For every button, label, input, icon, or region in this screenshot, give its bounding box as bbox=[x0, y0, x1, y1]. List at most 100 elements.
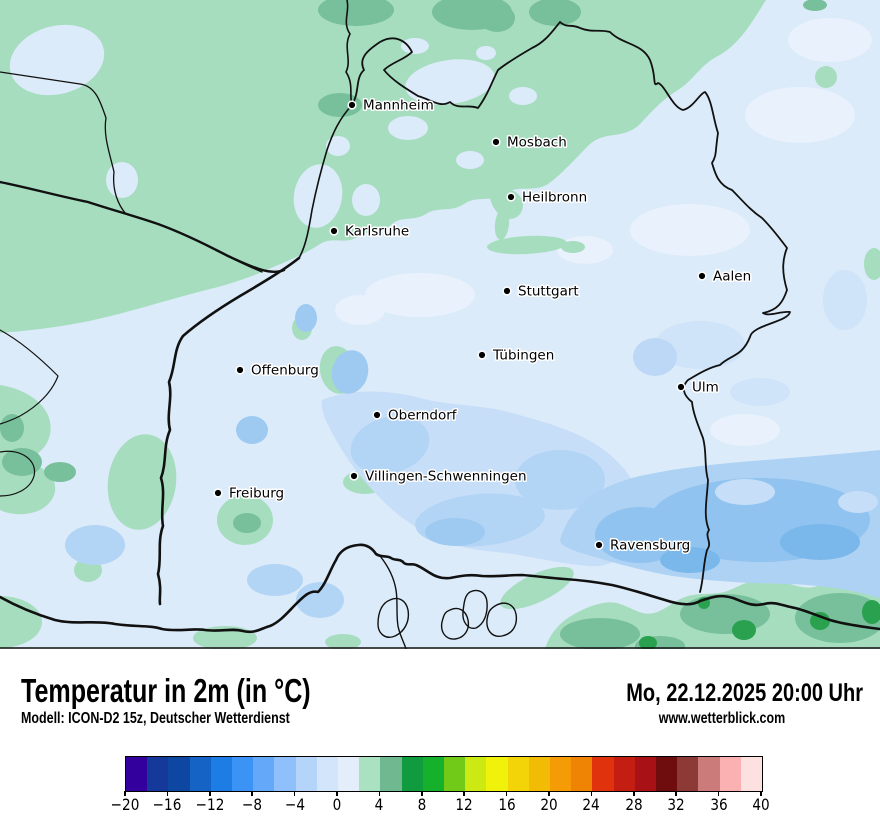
colorbar-segment bbox=[316, 757, 339, 791]
city-marker-t-bingen: Tübingen bbox=[477, 346, 556, 365]
city-marker-ulm: Ulm bbox=[676, 378, 720, 397]
colorbar-tick-label: 8 bbox=[417, 795, 427, 814]
city-dot bbox=[677, 383, 685, 391]
border-farleft-a bbox=[0, 329, 59, 425]
city-label: Mosbach bbox=[507, 135, 567, 151]
colorbar-tick-label: 40 bbox=[752, 795, 770, 814]
colorbar-segment bbox=[444, 757, 466, 791]
colorbar-tick-label: −4 bbox=[284, 795, 305, 814]
colorbar-segment bbox=[380, 757, 402, 791]
colorbar-segment bbox=[677, 757, 699, 791]
city-label: Heilbronn bbox=[522, 190, 587, 206]
colorbar-tick-label: −12 bbox=[195, 795, 225, 814]
map-borders bbox=[0, 0, 880, 649]
colorbar-segment bbox=[422, 757, 445, 791]
colorbar-segment bbox=[465, 757, 487, 791]
colorbar-tick-label: 24 bbox=[582, 795, 601, 814]
city-dot bbox=[350, 472, 358, 480]
city-marker-villingen-schwenningen: Villingen-Schwenningen bbox=[349, 467, 528, 486]
green-region-north bbox=[0, 0, 766, 333]
colorbar-tick-label: 12 bbox=[455, 795, 473, 814]
colorbar-segment bbox=[126, 757, 148, 791]
colorbar-segment bbox=[698, 757, 720, 791]
colorbar-tick bbox=[166, 791, 169, 796]
colorbar-tick bbox=[336, 791, 338, 796]
colorbar-tick bbox=[251, 791, 253, 796]
model-info: Modell: ICON-D2 15z, Deutscher Wetterdie… bbox=[21, 710, 290, 727]
green-region-pockets bbox=[9, 24, 537, 228]
colorbar-segment bbox=[274, 757, 296, 791]
colorbar-segment bbox=[740, 757, 763, 791]
colorbar-segment bbox=[210, 757, 233, 791]
colorbar-tick-label: 28 bbox=[625, 795, 643, 814]
map-lightblue-smudges bbox=[655, 270, 867, 406]
map-blue-patch-ne bbox=[633, 338, 677, 376]
green-alps-bright bbox=[639, 577, 880, 649]
city-dot bbox=[348, 101, 356, 109]
colorbar-segment bbox=[656, 757, 678, 791]
border-farleft-b bbox=[0, 450, 36, 497]
colorbar-segment bbox=[338, 757, 360, 791]
page-title: Temperatur in 2m (in °C) bbox=[21, 672, 311, 709]
colorbar-segment bbox=[507, 757, 529, 791]
city-label: Villingen-Schwenningen bbox=[365, 469, 527, 485]
city-label: Karlsruhe bbox=[345, 224, 409, 240]
colorbar-tick bbox=[463, 791, 465, 796]
city-dot bbox=[214, 489, 222, 497]
colorbar-tick-label: 36 bbox=[709, 795, 728, 814]
border-rhine-south bbox=[156, 256, 301, 606]
colorbar-segment bbox=[232, 757, 254, 791]
city-dot bbox=[236, 366, 244, 374]
city-dot bbox=[503, 287, 511, 295]
colorbar-tick bbox=[548, 791, 550, 796]
colorbar-segment bbox=[719, 757, 741, 791]
city-dot bbox=[478, 351, 486, 359]
colorbar-segment bbox=[613, 757, 635, 791]
colorbar-segment bbox=[168, 757, 190, 791]
colorbar-segment bbox=[359, 757, 381, 791]
colorbar-segment bbox=[634, 757, 657, 791]
forecast-datetime: Mo, 22.12.2025 20:00 Uhr bbox=[626, 679, 863, 707]
colorbar-tick bbox=[209, 791, 211, 796]
city-label: Ravensburg bbox=[610, 538, 690, 554]
city-marker-karlsruhe: Karlsruhe bbox=[329, 222, 411, 241]
colorbar-segment bbox=[401, 757, 423, 791]
weather-map: Mannheim Mosbach Heilbronn Karlsruhe Stuttga… bbox=[0, 0, 880, 649]
colorbar-tick bbox=[633, 791, 635, 796]
blue-region-center-deepest bbox=[236, 304, 485, 546]
colorbar-tick bbox=[124, 791, 126, 796]
colorbar-tick bbox=[675, 791, 677, 796]
city-label: Mannheim bbox=[363, 98, 434, 114]
colorbar-tick bbox=[293, 791, 296, 796]
colorbar-tick-label: −16 bbox=[153, 795, 182, 814]
city-marker-freiburg: Freiburg bbox=[213, 484, 286, 503]
blue-bodensee-deepest bbox=[660, 524, 860, 573]
colorbar-segment bbox=[550, 757, 572, 791]
map-pale-pockets bbox=[335, 18, 872, 446]
city-label: Oberndorf bbox=[388, 408, 458, 424]
border-rhine-branch bbox=[379, 555, 407, 649]
green-dark-patches-south bbox=[0, 414, 261, 533]
colorbar-tick bbox=[505, 791, 508, 796]
colorbar-tick-label: 20 bbox=[540, 795, 558, 814]
colorbar-tick bbox=[421, 791, 423, 796]
temperature-colorbar bbox=[125, 756, 763, 792]
blue-region-center-deeper bbox=[65, 416, 605, 618]
border-swiss-austrian bbox=[0, 543, 880, 634]
colorbar-segment bbox=[253, 757, 275, 791]
city-label: Ulm bbox=[692, 380, 719, 396]
city-dot bbox=[373, 411, 381, 419]
colorbar-tick bbox=[590, 791, 593, 796]
city-marker-heilbronn: Heilbronn bbox=[506, 188, 589, 207]
colorbar-tick-label: 0 bbox=[332, 795, 342, 814]
city-marker-aalen: Aalen bbox=[697, 267, 753, 286]
border-north-east bbox=[351, 21, 791, 593]
website-credit: www.wetterblick.com bbox=[658, 710, 786, 727]
city-label: Aalen bbox=[713, 269, 751, 285]
colorbar-tick bbox=[378, 791, 381, 796]
colorbar-segment bbox=[571, 757, 593, 791]
city-marker-mannheim: Mannheim bbox=[347, 96, 435, 115]
colorbar-tick bbox=[717, 791, 720, 796]
city-marker-stuttgart: Stuttgart bbox=[502, 282, 580, 301]
colorbar-segment bbox=[592, 757, 614, 791]
